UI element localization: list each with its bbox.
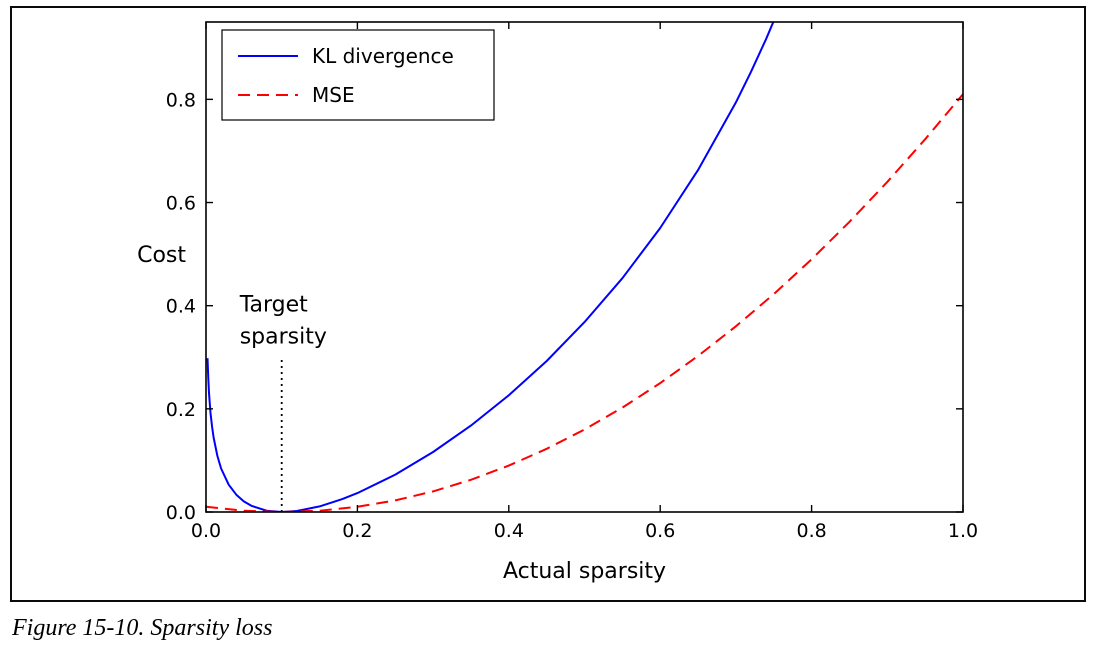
legend-box: [221, 29, 495, 121]
y-tick-label: 0.8: [166, 89, 196, 111]
x-axis-label: Actual sparsity: [503, 559, 666, 584]
x-tick-label: 0.2: [342, 520, 372, 542]
figure-frame: 0.0 0.2 0.4 0.6 0.8 1.0 0.0 0.2 0.4 0.6 0.8 Cost Act…: [10, 6, 1086, 602]
x-tick-label: 0.0: [191, 520, 221, 542]
x-tick-label: 0.6: [645, 520, 675, 542]
target-sparsity-annotation: sparsity: [240, 324, 327, 349]
x-tick-label: 0.8: [796, 520, 826, 542]
y-tick-label: 0.0: [166, 502, 196, 524]
x-tick-label: 0.4: [494, 520, 524, 542]
legend-label: MSE: [312, 83, 355, 107]
y-tick-label: 0.6: [166, 193, 196, 215]
sparsity-loss-chart: 0.0 0.2 0.4 0.6 0.8 1.0 0.0 0.2 0.4 0.6 0.8 Cost Act…: [137, 21, 978, 584]
kl-divergence-line: [206, 22, 775, 512]
legend-label: KL divergence: [312, 44, 454, 68]
axes-frame: [205, 21, 964, 513]
x-tick-label: 1.0: [948, 520, 978, 542]
target-sparsity-annotation: Target: [239, 292, 308, 317]
mse-line: [206, 93, 963, 512]
y-axis-label: Cost: [137, 243, 186, 268]
figure-caption: Figure 15-10. Sparsity loss: [12, 615, 273, 641]
y-tick-label: 0.2: [166, 399, 196, 421]
y-tick-label: 0.4: [166, 296, 196, 318]
